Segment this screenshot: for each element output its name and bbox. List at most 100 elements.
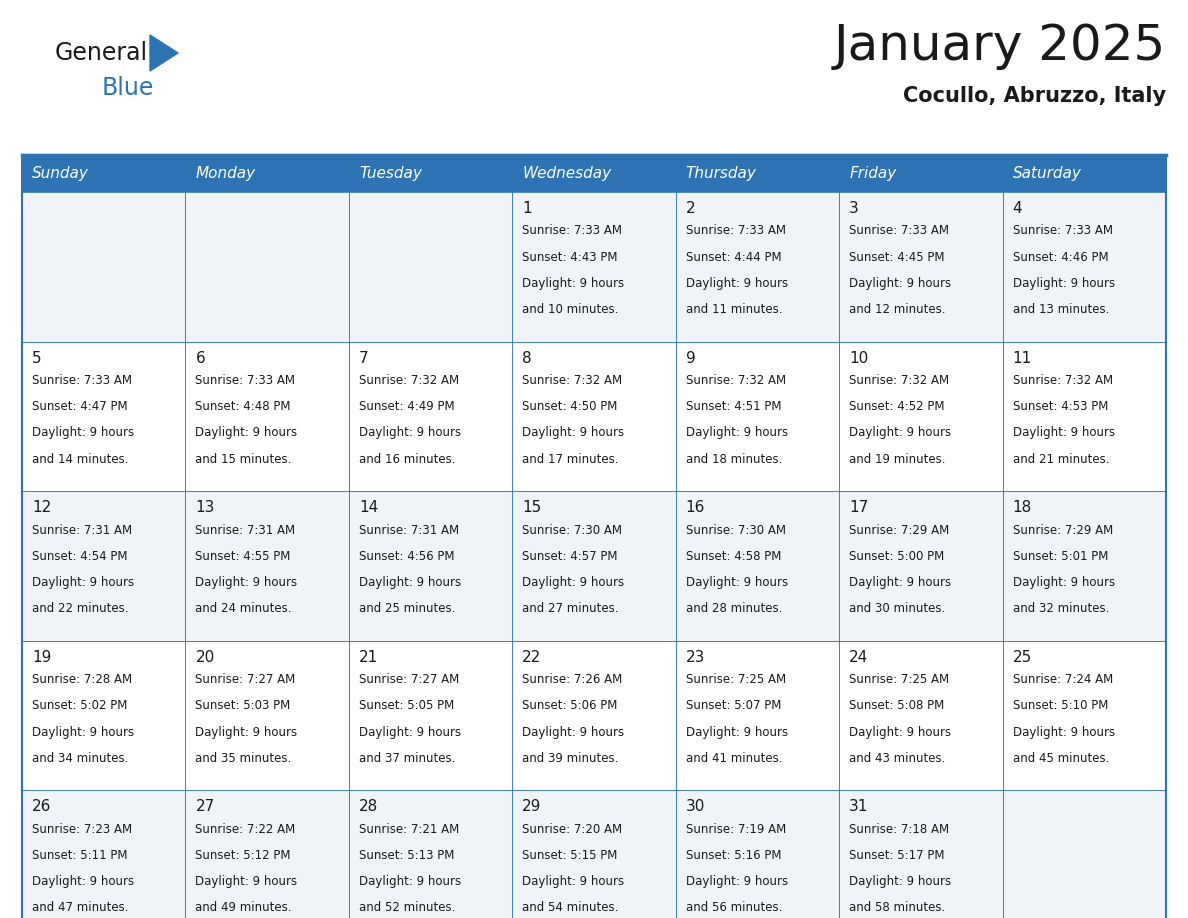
Text: Sunrise: 7:27 AM: Sunrise: 7:27 AM: [359, 673, 459, 687]
Text: Sunrise: 7:33 AM: Sunrise: 7:33 AM: [685, 225, 785, 238]
Text: and 18 minutes.: and 18 minutes.: [685, 453, 782, 465]
Text: Sunset: 4:44 PM: Sunset: 4:44 PM: [685, 251, 782, 263]
Text: Daylight: 9 hours: Daylight: 9 hours: [32, 577, 134, 589]
Text: Thursday: Thursday: [685, 166, 757, 181]
Bar: [349, 155, 512, 192]
Text: Sunrise: 7:20 AM: Sunrise: 7:20 AM: [523, 823, 623, 836]
Text: Daylight: 9 hours: Daylight: 9 hours: [1012, 277, 1114, 290]
Text: Sunrise: 7:25 AM: Sunrise: 7:25 AM: [685, 673, 785, 687]
Text: Sunset: 4:48 PM: Sunset: 4:48 PM: [196, 400, 291, 413]
Text: 17: 17: [849, 500, 868, 515]
Bar: [349, 491, 512, 641]
Bar: [512, 641, 676, 790]
Text: Sunrise: 7:30 AM: Sunrise: 7:30 AM: [523, 523, 623, 537]
Text: Sunrise: 7:31 AM: Sunrise: 7:31 AM: [196, 523, 296, 537]
Bar: [676, 790, 839, 918]
Text: Sunrise: 7:22 AM: Sunrise: 7:22 AM: [196, 823, 296, 836]
Text: Daylight: 9 hours: Daylight: 9 hours: [523, 725, 625, 739]
Text: Sunrise: 7:33 AM: Sunrise: 7:33 AM: [196, 375, 296, 387]
Text: Daylight: 9 hours: Daylight: 9 hours: [1012, 427, 1114, 440]
Text: 20: 20: [196, 650, 215, 665]
Bar: [1003, 641, 1165, 790]
Bar: [1003, 155, 1165, 192]
Text: Cocullo, Abruzzo, Italy: Cocullo, Abruzzo, Italy: [903, 86, 1165, 106]
Text: and 52 minutes.: and 52 minutes.: [359, 901, 455, 914]
Bar: [839, 341, 1003, 491]
Text: Sunset: 5:02 PM: Sunset: 5:02 PM: [32, 700, 127, 712]
Bar: [512, 155, 676, 192]
Text: Blue: Blue: [102, 76, 154, 100]
Text: Sunrise: 7:27 AM: Sunrise: 7:27 AM: [196, 673, 296, 687]
Text: Sunset: 5:00 PM: Sunset: 5:00 PM: [849, 550, 944, 563]
Bar: [676, 491, 839, 641]
Bar: [23, 790, 185, 918]
Text: Sunset: 5:12 PM: Sunset: 5:12 PM: [196, 849, 291, 862]
Text: Daylight: 9 hours: Daylight: 9 hours: [523, 427, 625, 440]
Text: 21: 21: [359, 650, 378, 665]
Text: and 28 minutes.: and 28 minutes.: [685, 602, 782, 615]
Text: 23: 23: [685, 650, 706, 665]
Text: Sunset: 5:16 PM: Sunset: 5:16 PM: [685, 849, 782, 862]
Text: and 32 minutes.: and 32 minutes.: [1012, 602, 1108, 615]
Text: Sunrise: 7:31 AM: Sunrise: 7:31 AM: [359, 523, 459, 537]
Text: 15: 15: [523, 500, 542, 515]
Bar: [676, 192, 839, 341]
Bar: [23, 491, 185, 641]
Text: Daylight: 9 hours: Daylight: 9 hours: [196, 577, 297, 589]
Text: 11: 11: [1012, 351, 1032, 365]
Bar: [512, 790, 676, 918]
Text: and 43 minutes.: and 43 minutes.: [849, 752, 946, 765]
Text: Daylight: 9 hours: Daylight: 9 hours: [196, 875, 297, 889]
Text: Daylight: 9 hours: Daylight: 9 hours: [849, 577, 952, 589]
Text: 1: 1: [523, 201, 532, 216]
Bar: [1003, 192, 1165, 341]
Text: Daylight: 9 hours: Daylight: 9 hours: [849, 427, 952, 440]
Text: Daylight: 9 hours: Daylight: 9 hours: [523, 277, 625, 290]
Text: 8: 8: [523, 351, 532, 365]
Bar: [185, 155, 349, 192]
Text: and 39 minutes.: and 39 minutes.: [523, 752, 619, 765]
Text: and 16 minutes.: and 16 minutes.: [359, 453, 455, 465]
Text: Sunrise: 7:32 AM: Sunrise: 7:32 AM: [849, 375, 949, 387]
Text: Sunrise: 7:32 AM: Sunrise: 7:32 AM: [359, 375, 459, 387]
Text: and 47 minutes.: and 47 minutes.: [32, 901, 128, 914]
Text: Sunset: 5:15 PM: Sunset: 5:15 PM: [523, 849, 618, 862]
Text: 14: 14: [359, 500, 378, 515]
Text: Daylight: 9 hours: Daylight: 9 hours: [359, 577, 461, 589]
Text: 18: 18: [1012, 500, 1032, 515]
Text: 9: 9: [685, 351, 695, 365]
Text: 29: 29: [523, 800, 542, 814]
Text: Daylight: 9 hours: Daylight: 9 hours: [32, 427, 134, 440]
Text: Sunset: 5:06 PM: Sunset: 5:06 PM: [523, 700, 618, 712]
Text: Sunset: 5:13 PM: Sunset: 5:13 PM: [359, 849, 454, 862]
Text: Daylight: 9 hours: Daylight: 9 hours: [685, 875, 788, 889]
Text: Sunset: 4:54 PM: Sunset: 4:54 PM: [32, 550, 127, 563]
Text: Sunset: 4:52 PM: Sunset: 4:52 PM: [849, 400, 944, 413]
Text: and 24 minutes.: and 24 minutes.: [196, 602, 292, 615]
Text: Daylight: 9 hours: Daylight: 9 hours: [849, 725, 952, 739]
Polygon shape: [150, 35, 178, 71]
Text: Friday: Friday: [849, 166, 897, 181]
Text: Daylight: 9 hours: Daylight: 9 hours: [1012, 577, 1114, 589]
Text: and 49 minutes.: and 49 minutes.: [196, 901, 292, 914]
Bar: [185, 491, 349, 641]
Bar: [512, 192, 676, 341]
Bar: [676, 155, 839, 192]
Bar: [185, 641, 349, 790]
Text: Sunset: 4:49 PM: Sunset: 4:49 PM: [359, 400, 455, 413]
Text: Sunrise: 7:29 AM: Sunrise: 7:29 AM: [849, 523, 949, 537]
Text: Sunrise: 7:19 AM: Sunrise: 7:19 AM: [685, 823, 786, 836]
Bar: [349, 192, 512, 341]
Text: Monday: Monday: [196, 166, 255, 181]
Bar: [23, 155, 1165, 918]
Text: 28: 28: [359, 800, 378, 814]
Text: Sunrise: 7:28 AM: Sunrise: 7:28 AM: [32, 673, 132, 687]
Text: and 56 minutes.: and 56 minutes.: [685, 901, 782, 914]
Text: 30: 30: [685, 800, 706, 814]
Text: Sunset: 5:07 PM: Sunset: 5:07 PM: [685, 700, 781, 712]
Text: Sunset: 5:10 PM: Sunset: 5:10 PM: [1012, 700, 1108, 712]
Text: Sunrise: 7:24 AM: Sunrise: 7:24 AM: [1012, 673, 1113, 687]
Bar: [1003, 341, 1165, 491]
Text: and 22 minutes.: and 22 minutes.: [32, 602, 128, 615]
Text: Sunset: 4:57 PM: Sunset: 4:57 PM: [523, 550, 618, 563]
